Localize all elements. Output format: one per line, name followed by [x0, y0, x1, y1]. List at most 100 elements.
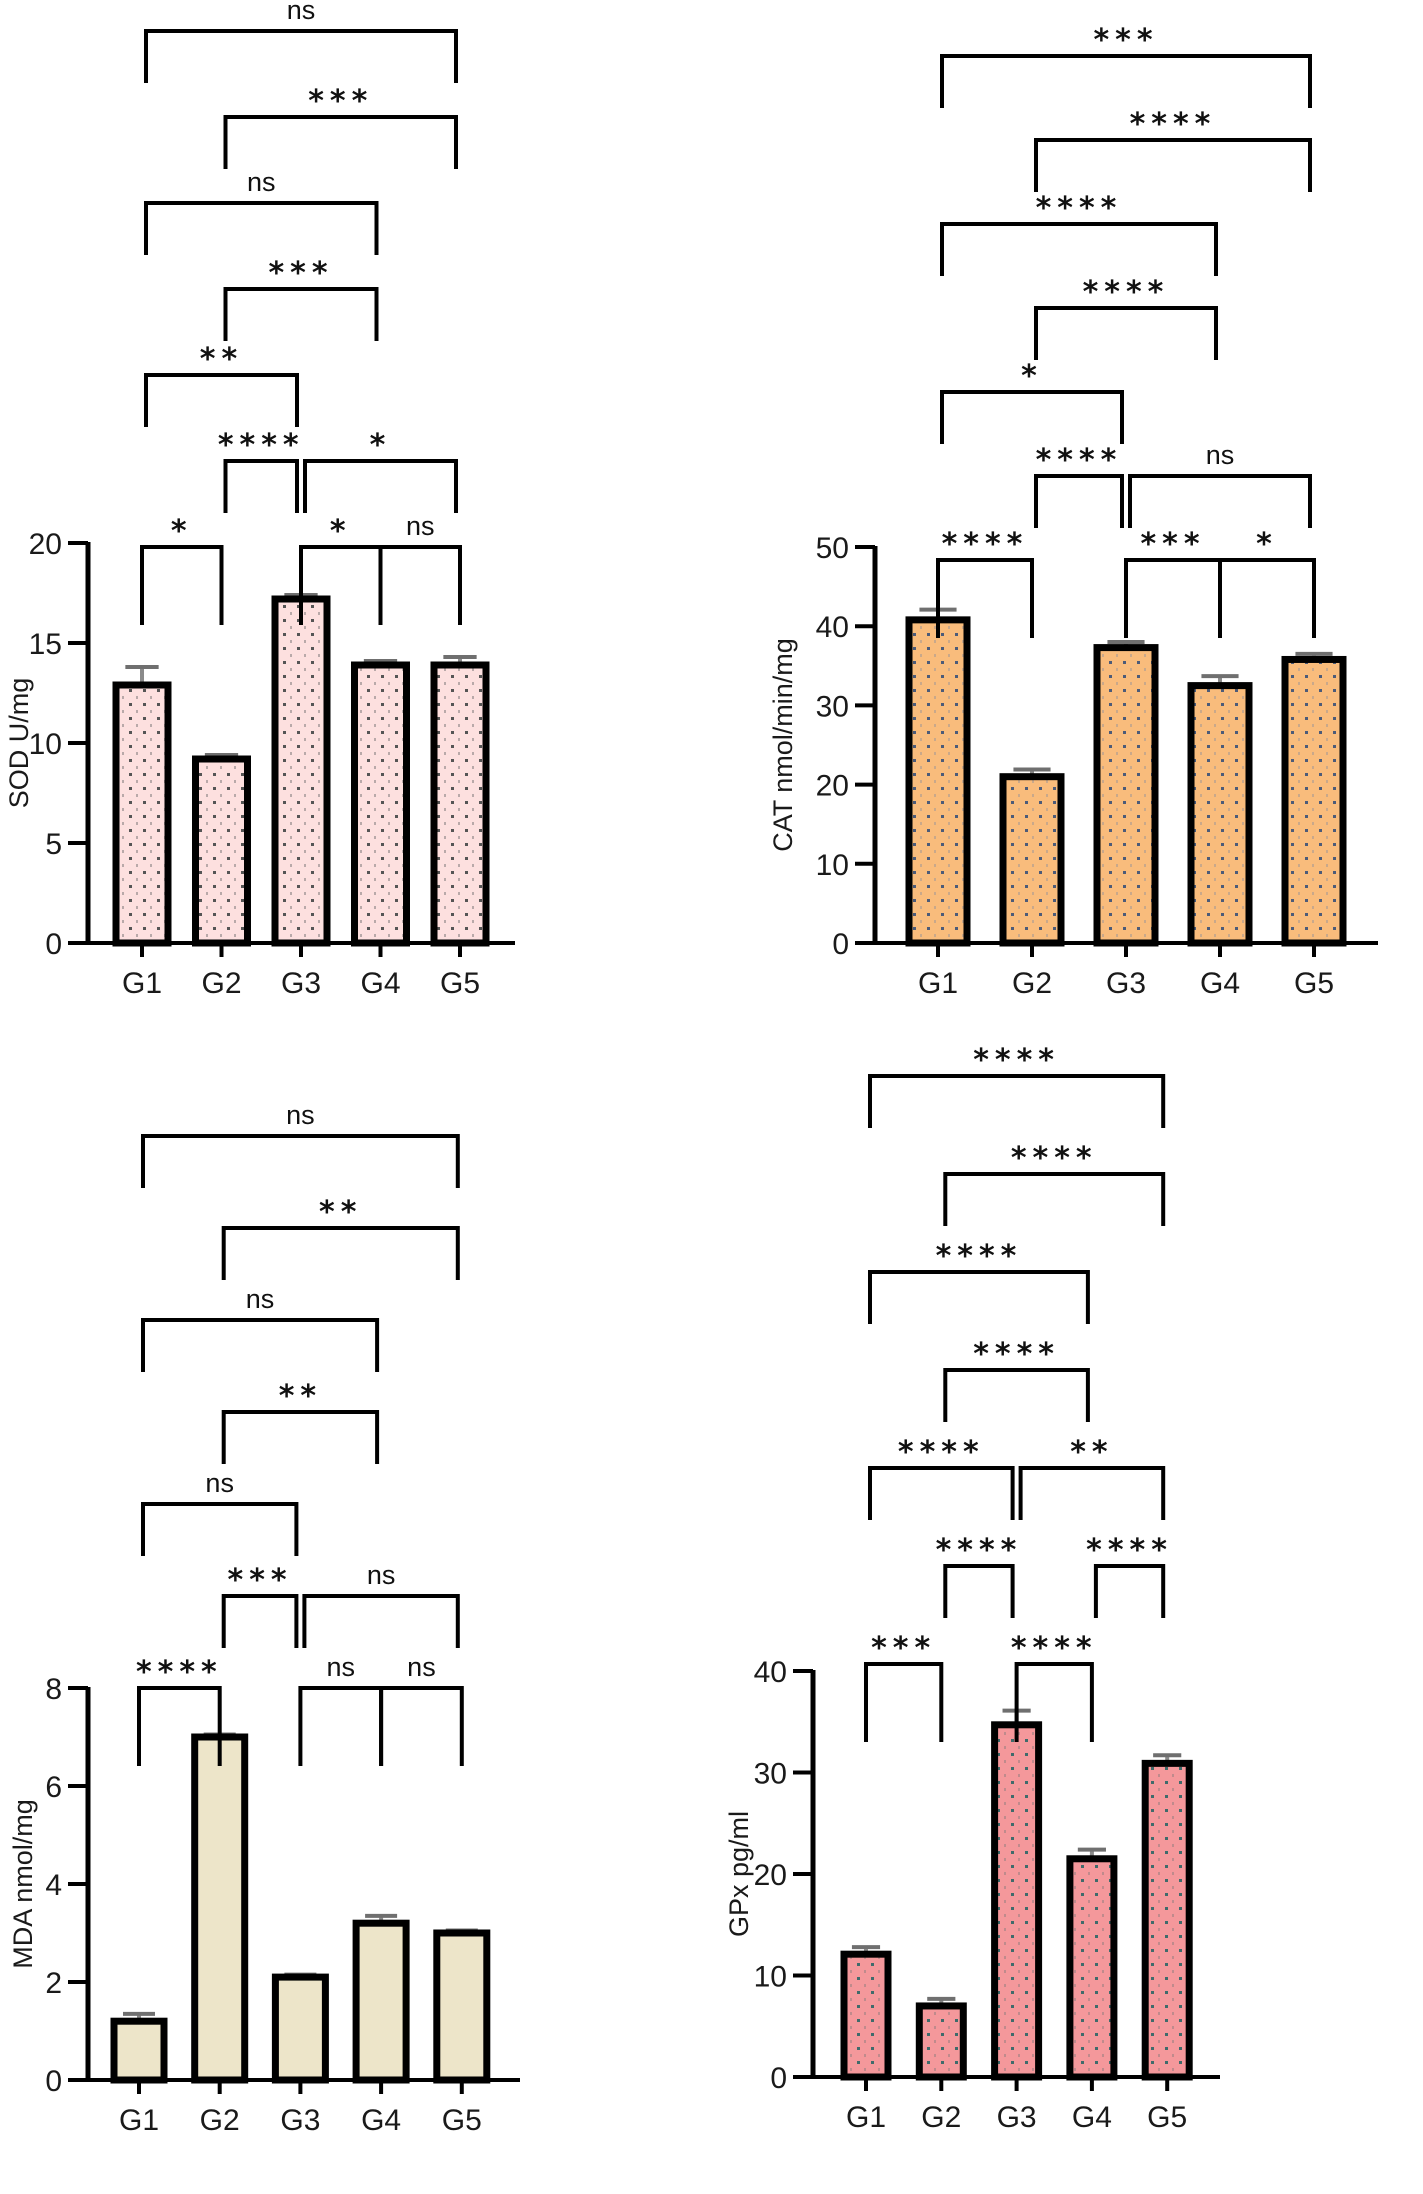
significance-label: ns [406, 511, 435, 541]
x-tick-label: G1 [846, 2101, 886, 2134]
bar-g3 [991, 1721, 1043, 2081]
y-axis-label: SOD U/mg [4, 678, 34, 809]
x-tick-label: G1 [918, 967, 958, 1000]
y-tick-label: 20 [816, 770, 849, 803]
significance-label: **** [1130, 107, 1217, 142]
significance-bracket [223, 115, 458, 169]
significance-label: **** [136, 1655, 223, 1690]
x-tick-label: G2 [1012, 967, 1052, 1000]
significance-label: **** [936, 1533, 1023, 1568]
significance-bracket [223, 459, 299, 513]
significance-bracket [868, 1074, 1166, 1128]
y-tick-label: 2 [45, 1967, 62, 2000]
significance-bracket [303, 459, 458, 513]
bar-g1 [112, 681, 172, 947]
significance-bracket [1034, 474, 1124, 528]
significance-label: *** [1140, 527, 1205, 562]
significance-label: * [1256, 527, 1278, 562]
significance-bracket [1014, 1662, 1094, 1742]
x-tick-label: G2 [921, 2101, 961, 2134]
significance-label: **** [1011, 1631, 1098, 1666]
significance-bracket [1018, 1466, 1166, 1520]
significance-label: ns [367, 1560, 396, 1590]
y-tick-label: 5 [45, 828, 62, 861]
significance-label: * [370, 428, 392, 463]
significance-bracket [1218, 558, 1316, 638]
significance-bracket [943, 1172, 1166, 1226]
significance-label: *** [1093, 23, 1158, 58]
bar-g1 [110, 2017, 168, 2084]
significance-label: * [1021, 359, 1043, 394]
bar-g2 [192, 755, 251, 947]
significance-bracket [868, 1466, 1015, 1520]
significance-bracket [144, 201, 379, 255]
significance-label: **** [1036, 443, 1123, 478]
y-tick-label: 10 [29, 728, 62, 761]
significance-label: ns [407, 1652, 436, 1682]
significance-label: **** [1011, 1141, 1098, 1176]
bar-g3 [1093, 644, 1159, 947]
y-tick-label: 0 [770, 2062, 787, 2095]
bar-g5 [1141, 1759, 1193, 2081]
x-tick-label: G5 [1294, 967, 1334, 1000]
x-tick-label: G4 [1072, 2101, 1112, 2134]
significance-bracket [1124, 558, 1222, 638]
x-tick-label: G1 [122, 967, 162, 1000]
significance-label: **** [1086, 1533, 1173, 1568]
significance-label: **** [1083, 275, 1170, 310]
significance-bracket [221, 1410, 380, 1464]
significance-bracket [1034, 306, 1218, 360]
significance-bracket [1034, 138, 1312, 192]
significance-bracket [141, 1134, 460, 1188]
bar-g2 [999, 773, 1065, 947]
significance-bracket [1093, 1564, 1166, 1618]
significance-label: ns [326, 1652, 355, 1682]
significance-bracket [379, 1686, 464, 1766]
y-tick-label: 40 [754, 1656, 787, 1689]
x-tick-label: G2 [201, 967, 241, 1000]
x-tick-label: G3 [281, 967, 321, 1000]
significance-label: *** [268, 256, 333, 291]
x-tick-label: G5 [1147, 2101, 1187, 2134]
y-tick-label: 10 [816, 849, 849, 882]
y-tick-label: 8 [45, 1673, 62, 1706]
significance-bracket [140, 545, 224, 625]
bar-g3 [271, 1973, 329, 2084]
significance-label: ** [1070, 1435, 1113, 1470]
significance-label: ns [1206, 440, 1235, 470]
significance-label: **** [1036, 191, 1123, 226]
significance-bracket [1128, 474, 1312, 528]
significance-label: ns [287, 0, 316, 25]
bar-g1 [840, 1950, 892, 2081]
bar-g5 [433, 1929, 491, 2084]
significance-bracket [868, 1270, 1090, 1324]
significance-bracket [940, 54, 1312, 108]
significance-label: ** [200, 342, 243, 377]
significance-label: * [330, 514, 352, 549]
significance-bracket [141, 1502, 299, 1556]
y-axis-label: MDA nmol/mg [8, 1799, 38, 1969]
significance-bracket [298, 1686, 384, 1766]
significance-bracket [141, 1318, 380, 1372]
significance-bracket [144, 29, 458, 83]
y-tick-label: 6 [45, 1771, 62, 1804]
y-tick-label: 0 [832, 928, 849, 961]
significance-bracket [302, 1594, 460, 1648]
significance-bracket [223, 287, 379, 341]
bar-g3 [271, 595, 331, 947]
significance-bracket [940, 222, 1218, 276]
significance-label: ns [246, 1284, 275, 1314]
x-tick-label: G4 [1200, 967, 1240, 1000]
significance-label: *** [308, 84, 373, 119]
bar-g5 [1281, 655, 1347, 947]
significance-label: **** [898, 1435, 985, 1470]
bar-g4 [352, 1919, 410, 2084]
y-tick-label: 10 [754, 1961, 787, 1994]
y-tick-label: 20 [29, 528, 62, 561]
x-tick-label: G2 [200, 2104, 240, 2137]
bar-g4 [351, 661, 410, 947]
